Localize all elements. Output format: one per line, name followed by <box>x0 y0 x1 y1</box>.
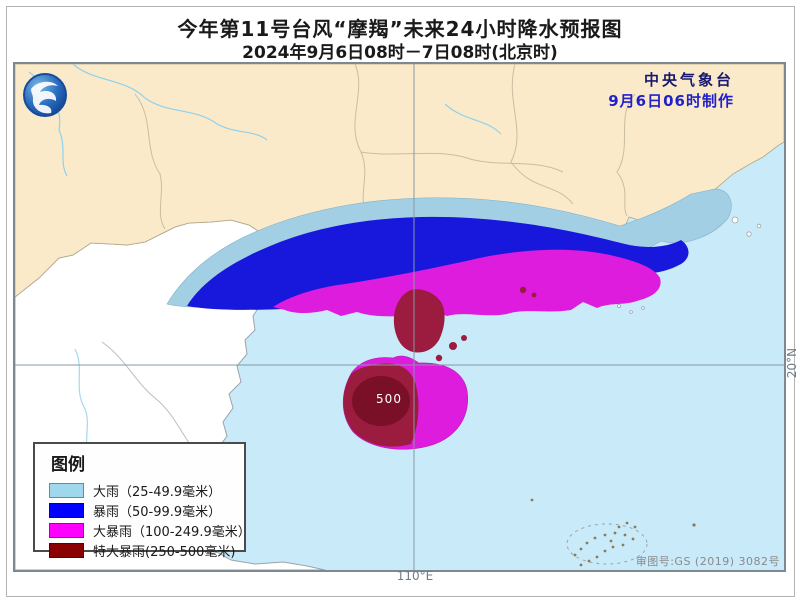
legend-item-label: 大暴雨（100-249.9毫米） <box>93 524 251 540</box>
legend-item-extreme-storm: 特大暴雨(250-500毫米) <box>49 540 244 560</box>
agency-issue-time: 9月6日06时制作 <box>608 92 734 110</box>
map-license: 审图号:GS (2019) 3082号 <box>635 555 780 568</box>
rain-extreme-storm <box>343 286 537 447</box>
province-borders <box>134 64 636 230</box>
heavy-storm-swatch <box>49 522 84 538</box>
page-title: 今年第11号台风“摩羯”未来24小时降水预报图 <box>177 17 623 41</box>
legend-item-label: 暴雨（50-99.9毫米） <box>93 504 222 520</box>
legend: 图例 大雨（25-49.9毫米） 暴雨（50-99.9毫米） 大暴雨（100-2… <box>33 442 251 560</box>
legend-item-label: 特大暴雨(250-500毫米) <box>93 544 236 560</box>
agency-block: 中央气象台 9月6日06时制作 <box>608 70 734 112</box>
legend-item-heavy-rain: 大雨（25-49.9毫米） <box>49 480 244 500</box>
cma-logo-icon <box>23 73 67 117</box>
paracel-islands <box>530 498 696 567</box>
forecast-map: 中央气象台 9月6日06时制作 图例 大雨（25-49.9毫米） 暴雨（50-9… <box>13 62 786 572</box>
heavy-rain-swatch <box>49 482 84 498</box>
storm-swatch <box>49 502 84 518</box>
agency-name: 中央气象台 <box>643 71 734 89</box>
legend-item-label: 大雨（25-49.9毫米） <box>93 484 222 500</box>
legend-item-storm: 暴雨（50-99.9毫米） <box>49 500 244 520</box>
rain-500-core <box>352 376 410 426</box>
extreme-storm-swatch <box>49 542 84 558</box>
latitude-tick-label: 20°N <box>785 347 799 379</box>
rain-storm <box>187 216 689 310</box>
legend-item-heavy-storm: 大暴雨（100-249.9毫米） <box>49 520 251 540</box>
legend-title: 图例 <box>51 455 85 475</box>
graticule <box>15 64 784 570</box>
coastal-islands <box>617 216 762 314</box>
max-rainfall-label: 500 <box>376 392 402 406</box>
longitude-tick-label: 110°E <box>396 569 434 583</box>
page-subtitle: 2024年9月6日08时－7日08时(北京时) <box>242 43 558 63</box>
